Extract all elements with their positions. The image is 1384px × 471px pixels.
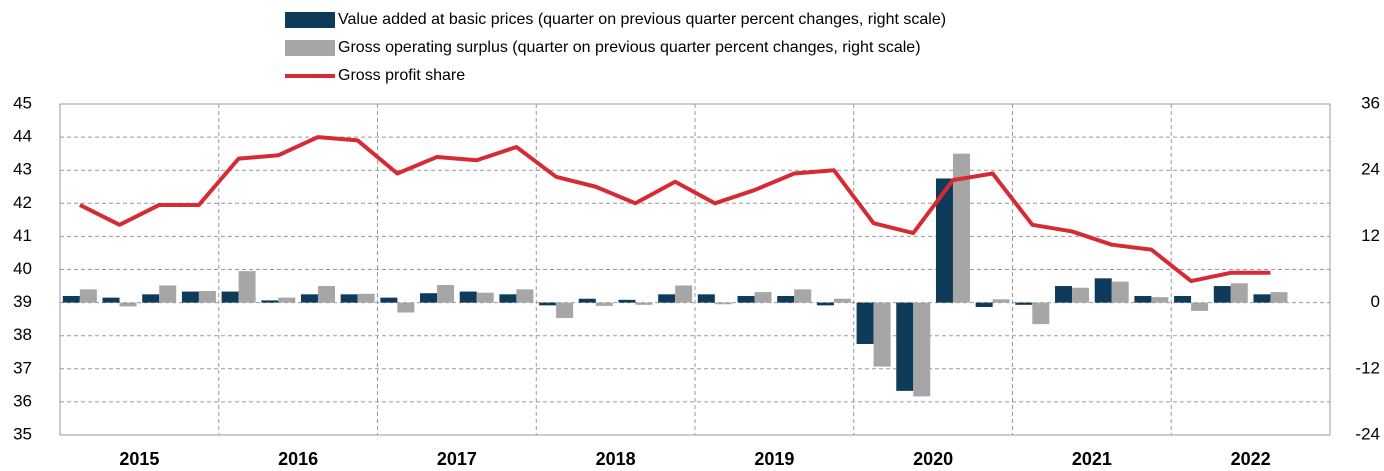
bar [737, 295, 755, 303]
bar [618, 299, 636, 303]
x-tick-label: 2020 [913, 449, 953, 469]
y-tick-label: 41 [13, 226, 32, 245]
bar [261, 300, 279, 303]
bar [816, 302, 834, 306]
bar [142, 294, 160, 303]
bar [1174, 295, 1192, 303]
y-tick-label: 39 [13, 292, 32, 311]
bar [856, 302, 874, 344]
legend-label: Gross profit share [338, 67, 465, 84]
y2-tick-label: 0 [1371, 292, 1380, 311]
bar [476, 292, 494, 303]
bar [754, 292, 772, 303]
bar [595, 302, 613, 306]
bar [1253, 294, 1271, 303]
bar [1015, 302, 1033, 305]
bar [1094, 278, 1112, 303]
bar [697, 294, 715, 303]
bar [499, 294, 517, 303]
bar [1230, 283, 1248, 303]
x-tick-label: 2022 [1231, 449, 1271, 469]
bar [278, 297, 296, 303]
x-tick-label: 2018 [596, 449, 636, 469]
bar [539, 302, 557, 306]
bar [340, 294, 358, 303]
y-tick-label: 43 [13, 160, 32, 179]
bar [102, 297, 120, 303]
y-tick-label: 42 [13, 193, 32, 212]
bar [1032, 302, 1050, 325]
bar [159, 285, 177, 303]
y-tick-label: 35 [13, 424, 32, 443]
y2-tick-label: 12 [1361, 226, 1380, 245]
x-tick-label: 2019 [754, 449, 794, 469]
bar [380, 297, 398, 303]
bar [1270, 292, 1288, 303]
y-tick-label: 37 [13, 358, 32, 377]
bar [658, 294, 676, 303]
bar [221, 291, 239, 303]
bar [1191, 302, 1209, 311]
bar [935, 178, 953, 303]
bar [794, 289, 812, 303]
bar [777, 295, 795, 303]
bar [896, 302, 914, 391]
y2-tick-label: -12 [1355, 358, 1380, 377]
legend-label: Value added at basic prices (quarter on … [338, 11, 946, 28]
legend-swatch [285, 12, 335, 28]
bar [62, 295, 80, 303]
y-tick-label: 45 [13, 93, 32, 112]
y-tick-label: 38 [13, 325, 32, 344]
bar [675, 285, 693, 303]
bar [873, 302, 891, 367]
bar [975, 302, 993, 308]
x-tick-label: 2017 [437, 449, 477, 469]
y2-tick-label: -24 [1355, 424, 1380, 443]
bar [635, 302, 653, 305]
y-tick-label: 40 [13, 259, 32, 278]
bar [119, 302, 137, 307]
bar [420, 293, 438, 303]
x-tick-label: 2015 [119, 449, 159, 469]
bar [578, 298, 596, 303]
bar [1072, 287, 1090, 303]
legend-label: Gross operating surplus (quarter on prev… [338, 39, 921, 56]
bar [238, 271, 256, 303]
bar [1111, 281, 1129, 303]
y-tick-label: 44 [13, 127, 32, 146]
bar [181, 291, 199, 303]
y2-tick-label: 36 [1361, 93, 1380, 112]
x-tick-label: 2021 [1072, 449, 1112, 469]
bar [913, 302, 931, 397]
bar [459, 291, 477, 303]
bar [992, 299, 1010, 303]
bar [833, 298, 851, 303]
bar [1213, 286, 1231, 303]
plot-frame [59, 103, 1331, 436]
bar [357, 293, 375, 303]
bar [1151, 297, 1169, 303]
y-tick-label: 36 [13, 391, 32, 410]
bar [198, 291, 216, 303]
bar [714, 302, 732, 305]
bar [556, 302, 574, 319]
line [78, 135, 1271, 284]
bar [397, 302, 415, 313]
bar [79, 289, 97, 303]
bar [1055, 286, 1073, 303]
y2-tick-label: 24 [1361, 160, 1380, 179]
bar [516, 289, 534, 303]
x-tick-label: 2016 [278, 449, 318, 469]
bar [952, 153, 970, 303]
bar [300, 294, 318, 303]
bar [437, 284, 455, 303]
bar [1134, 295, 1152, 303]
legend-swatch [285, 40, 335, 56]
bar [317, 286, 335, 303]
